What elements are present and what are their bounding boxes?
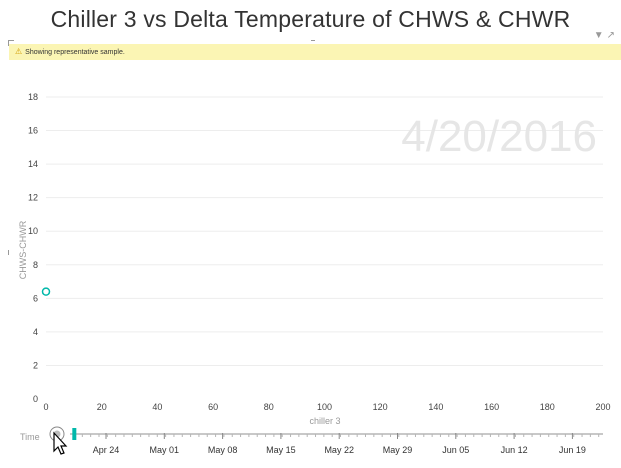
focus-mode-icon[interactable]: ↗ xyxy=(606,30,615,41)
chart-title: Chiller 3 vs Delta Temperature of CHWS &… xyxy=(50,6,571,32)
play-axis-date-label: May 08 xyxy=(208,445,238,455)
x-tick-label: 180 xyxy=(540,402,555,412)
y-tick-label: 6 xyxy=(33,293,38,303)
y-tick-label: 8 xyxy=(33,260,38,270)
play-axis-slider-thumb[interactable] xyxy=(72,428,77,440)
x-tick-label: 20 xyxy=(97,402,107,412)
x-tick-label: 140 xyxy=(428,402,443,412)
play-axis-date-label: Jun 05 xyxy=(442,445,469,455)
y-axis-label: CHWS-CHWR xyxy=(18,220,28,279)
y-tick-label: 2 xyxy=(33,360,38,370)
y-tick-label: 16 xyxy=(28,126,38,136)
x-tick-label: 200 xyxy=(595,402,610,412)
x-tick-label: 80 xyxy=(264,402,274,412)
play-axis-current-date: 4/20/2016 xyxy=(401,112,597,161)
resize-handle[interactable] xyxy=(8,40,14,46)
x-tick-label: 160 xyxy=(484,402,499,412)
resize-handle-top[interactable] xyxy=(311,40,315,41)
x-tick-label: 120 xyxy=(373,402,388,412)
play-axis-date-label: Jun 12 xyxy=(501,445,528,455)
play-axis-label: Time xyxy=(20,432,40,442)
x-axis-label: chiller 3 xyxy=(309,416,340,426)
x-tick-label: 100 xyxy=(317,402,332,412)
y-tick-label: 12 xyxy=(28,193,38,203)
y-tick-label: 14 xyxy=(28,159,38,169)
x-tick-label: 60 xyxy=(208,402,218,412)
play-axis-date-label: May 15 xyxy=(266,445,296,455)
banner-text: Showing representative sample. xyxy=(25,49,125,56)
mouse-cursor-icon xyxy=(53,431,68,455)
play-axis-date-label: Apr 24 xyxy=(93,445,120,455)
filter-icon[interactable]: ▼ xyxy=(593,30,604,41)
sample-warning-banner: ⚠ Showing representative sample. xyxy=(9,44,621,60)
play-axis-date-label: Jun 19 xyxy=(559,445,586,455)
data-point[interactable] xyxy=(41,287,51,296)
play-axis-date-label: May 22 xyxy=(324,445,354,455)
y-tick-label: 10 xyxy=(28,226,38,236)
warning-icon: ⚠ xyxy=(15,47,23,56)
resize-handle-left[interactable] xyxy=(8,250,9,255)
play-axis-date-label: May 01 xyxy=(150,445,180,455)
visual-header-icons: ▼ ↗ xyxy=(591,30,615,41)
x-tick-label: 40 xyxy=(152,402,162,412)
y-tick-label: 18 xyxy=(28,92,38,102)
play-axis-date-label: May 29 xyxy=(383,445,413,455)
x-tick-label: 0 xyxy=(43,402,48,412)
y-tick-label: 0 xyxy=(33,394,38,404)
y-tick-label: 4 xyxy=(33,327,38,337)
